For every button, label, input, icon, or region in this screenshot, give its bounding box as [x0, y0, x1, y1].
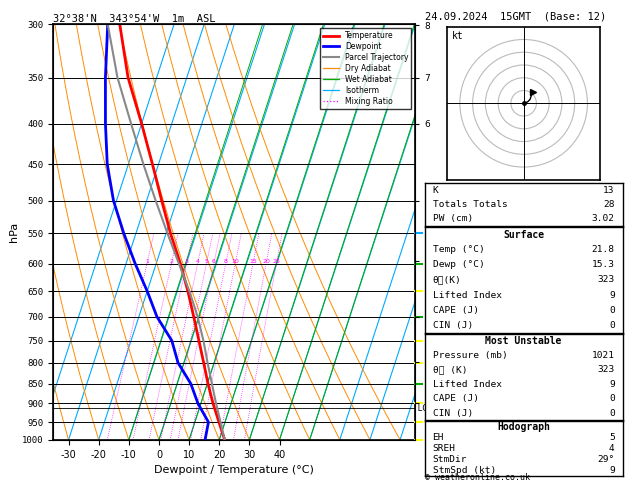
Text: 0: 0 — [609, 321, 615, 330]
Text: 8: 8 — [224, 259, 228, 263]
Text: Dewp (°C): Dewp (°C) — [433, 260, 484, 269]
Text: 5: 5 — [204, 259, 208, 263]
Text: θᴄ(K): θᴄ(K) — [433, 276, 461, 284]
Text: © weatheronline.co.uk: © weatheronline.co.uk — [425, 473, 530, 482]
Text: 9: 9 — [609, 291, 615, 299]
Text: Hodograph: Hodograph — [497, 422, 550, 432]
Y-axis label: km
ASL: km ASL — [431, 223, 453, 241]
Text: 0: 0 — [609, 394, 615, 403]
Text: 1: 1 — [145, 259, 149, 263]
Text: CIN (J): CIN (J) — [433, 409, 473, 417]
Text: EH: EH — [433, 434, 444, 442]
Text: CIN (J): CIN (J) — [433, 321, 473, 330]
Text: 323: 323 — [598, 365, 615, 374]
Text: 6: 6 — [212, 259, 216, 263]
Text: K: K — [433, 186, 438, 195]
Text: CAPE (J): CAPE (J) — [433, 394, 479, 403]
Text: 28: 28 — [603, 200, 615, 209]
Text: PW (cm): PW (cm) — [433, 214, 473, 224]
Text: LCL: LCL — [415, 403, 433, 413]
Text: Lifted Index: Lifted Index — [433, 291, 501, 299]
Text: 3: 3 — [184, 259, 189, 263]
Text: StmSpd (kt): StmSpd (kt) — [433, 466, 496, 475]
Text: 21.8: 21.8 — [592, 245, 615, 254]
X-axis label: Dewpoint / Temperature (°C): Dewpoint / Temperature (°C) — [154, 465, 314, 475]
Text: 20: 20 — [262, 259, 270, 263]
Text: 15.3: 15.3 — [592, 260, 615, 269]
Text: Mixing Ratio (g/kg): Mixing Ratio (g/kg) — [445, 192, 454, 272]
Text: 5: 5 — [609, 434, 615, 442]
Text: 32°38'N  343°54'W  1m  ASL: 32°38'N 343°54'W 1m ASL — [53, 14, 216, 23]
Text: 0: 0 — [609, 306, 615, 315]
Text: 3.02: 3.02 — [592, 214, 615, 224]
Text: θᴄ (K): θᴄ (K) — [433, 365, 467, 374]
Y-axis label: hPa: hPa — [9, 222, 19, 242]
Text: CAPE (J): CAPE (J) — [433, 306, 479, 315]
Text: 323: 323 — [598, 276, 615, 284]
Text: 25: 25 — [272, 259, 281, 263]
Legend: Temperature, Dewpoint, Parcel Trajectory, Dry Adiabat, Wet Adiabat, Isotherm, Mi: Temperature, Dewpoint, Parcel Trajectory… — [320, 28, 411, 109]
Text: Pressure (mb): Pressure (mb) — [433, 351, 507, 360]
Text: Most Unstable: Most Unstable — [486, 336, 562, 346]
Text: 2: 2 — [169, 259, 174, 263]
Text: 0: 0 — [609, 409, 615, 417]
Text: 24.09.2024  15GMT  (Base: 12): 24.09.2024 15GMT (Base: 12) — [425, 11, 606, 21]
Text: Temp (°C): Temp (°C) — [433, 245, 484, 254]
Text: 13: 13 — [603, 186, 615, 195]
Text: StmDir: StmDir — [433, 455, 467, 464]
Text: Lifted Index: Lifted Index — [433, 380, 501, 389]
Text: 29°: 29° — [598, 455, 615, 464]
Text: kt: kt — [452, 32, 464, 41]
Text: Surface: Surface — [503, 229, 544, 240]
Text: 4: 4 — [609, 444, 615, 453]
Text: Totals Totals: Totals Totals — [433, 200, 507, 209]
Text: 15: 15 — [249, 259, 257, 263]
Text: 1021: 1021 — [592, 351, 615, 360]
Text: SREH: SREH — [433, 444, 455, 453]
Text: 9: 9 — [609, 466, 615, 475]
Text: 10: 10 — [231, 259, 239, 263]
Text: 4: 4 — [196, 259, 199, 263]
Text: 9: 9 — [609, 380, 615, 389]
